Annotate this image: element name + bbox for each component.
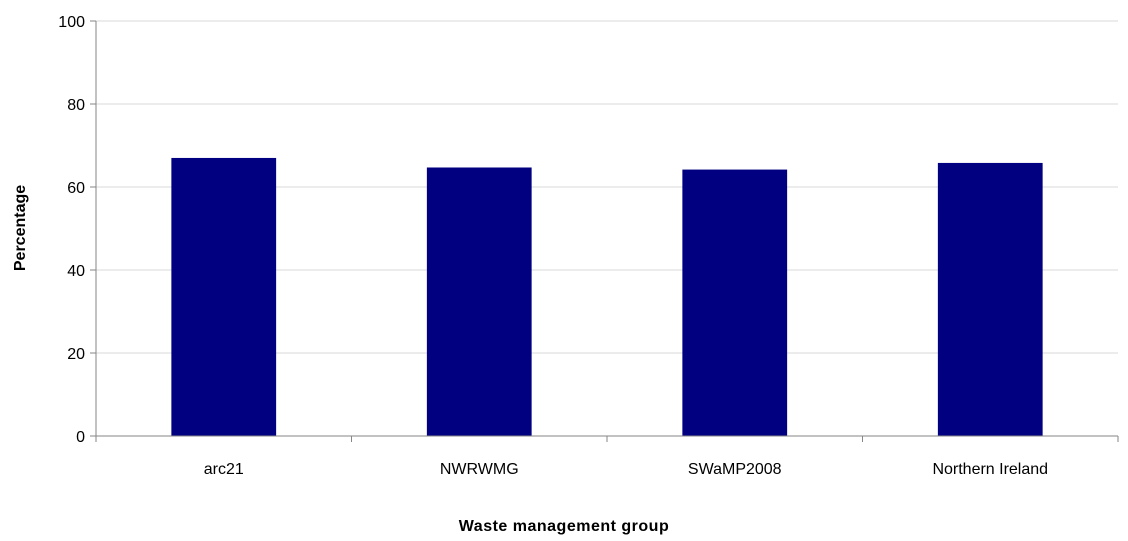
y-tick-label: 80 (67, 97, 85, 114)
x-tick-labels: arc21 NWRWMG SWaMP2008 Northern Ireland (95, 436, 1119, 478)
y-tick-label: 20 (67, 346, 85, 363)
bar-northern-ireland (937, 162, 1043, 436)
bar-swamp2008 (682, 169, 788, 436)
x-tick-label: arc21 (204, 461, 244, 478)
bar-nwrwmg (426, 167, 532, 436)
bars (171, 157, 1043, 436)
y-tick-label: 0 (76, 429, 85, 446)
x-axis-title: Waste management group (459, 518, 669, 535)
x-tick-label: SWaMP2008 (688, 461, 782, 478)
x-tick-label: NWRWMG (440, 461, 519, 478)
y-tick-labels: 0 20 40 60 80 100 (58, 14, 96, 446)
x-tick-label: Northern Ireland (932, 461, 1048, 478)
y-tick-label: 100 (58, 14, 85, 31)
y-tick-label: 60 (67, 180, 85, 197)
y-tick-label: 40 (67, 263, 85, 280)
y-axis-title: Percentage (12, 185, 29, 271)
bar-arc21 (171, 157, 277, 436)
